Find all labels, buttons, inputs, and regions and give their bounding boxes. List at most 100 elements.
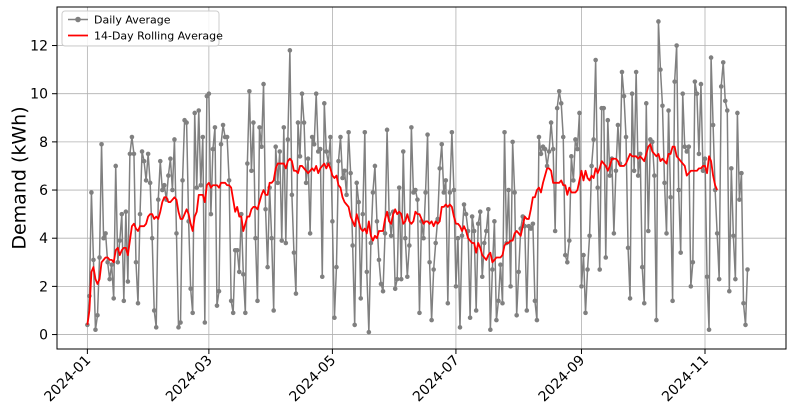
data-point	[664, 231, 669, 236]
data-point	[708, 55, 714, 60]
data-point	[93, 327, 98, 333]
data-point	[263, 207, 268, 212]
data-point	[639, 264, 645, 270]
data-point	[319, 274, 325, 280]
data-point	[273, 144, 279, 149]
data-point	[398, 276, 404, 282]
data-point	[279, 238, 285, 243]
data-point	[502, 129, 507, 135]
data-point	[121, 298, 127, 304]
y-tick-label: 6	[39, 183, 48, 199]
data-point	[143, 178, 149, 183]
data-point	[374, 219, 380, 224]
data-point	[236, 269, 242, 275]
data-point	[704, 274, 710, 280]
data-point	[234, 247, 240, 253]
data-point	[643, 101, 649, 106]
y-tick-label: 10	[30, 87, 48, 103]
data-point	[176, 325, 181, 330]
data-point	[151, 308, 157, 313]
data-point	[378, 281, 384, 287]
data-point	[259, 144, 264, 149]
data-point	[743, 322, 748, 328]
data-point	[607, 173, 613, 178]
data-point	[698, 81, 704, 87]
data-point	[548, 120, 554, 125]
data-point	[451, 187, 457, 193]
data-point	[109, 262, 114, 268]
data-point	[718, 84, 724, 89]
data-point	[603, 255, 609, 260]
data-point	[417, 310, 422, 316]
data-point	[496, 298, 501, 304]
data-point	[621, 93, 627, 99]
data-point	[528, 226, 534, 231]
data-point	[706, 327, 712, 333]
data-point	[172, 137, 177, 142]
data-point	[218, 141, 224, 147]
data-point	[206, 91, 212, 96]
data-point	[133, 260, 139, 265]
data-point	[619, 69, 625, 75]
data-point	[457, 325, 463, 330]
data-point	[160, 187, 165, 193]
data-point	[615, 122, 621, 128]
data-point	[737, 197, 742, 202]
data-point	[696, 151, 702, 157]
data-point	[332, 315, 337, 320]
data-point	[322, 101, 327, 106]
data-point	[646, 228, 651, 234]
data-point	[334, 264, 339, 270]
data-point	[123, 209, 129, 215]
data-point	[362, 129, 368, 135]
data-point	[423, 190, 428, 195]
data-point	[688, 284, 694, 289]
data-point	[194, 185, 200, 190]
data-point	[652, 173, 657, 178]
data-point	[358, 296, 364, 301]
data-point	[125, 279, 131, 284]
data-point	[702, 156, 708, 162]
data-point	[307, 231, 313, 236]
data-point	[524, 308, 530, 313]
data-point	[530, 221, 536, 227]
data-point	[224, 134, 230, 140]
data-point	[562, 252, 568, 258]
data-point	[544, 163, 550, 169]
data-point	[352, 322, 357, 328]
data-point	[591, 137, 596, 142]
data-point	[700, 168, 706, 174]
data-point	[514, 312, 519, 318]
legend-box	[61, 10, 220, 47]
data-point	[155, 197, 161, 202]
data-point	[111, 296, 116, 301]
data-point	[512, 190, 517, 195]
data-point	[113, 163, 119, 169]
data-point	[469, 214, 475, 219]
data-point	[425, 132, 430, 137]
y-tick-label: 2	[39, 279, 48, 295]
data-point	[198, 182, 204, 188]
data-point	[249, 168, 254, 174]
data-point	[571, 178, 576, 183]
data-point	[105, 260, 110, 265]
data-point	[299, 91, 305, 96]
data-point	[85, 322, 90, 328]
data-point	[372, 163, 378, 169]
data-point	[145, 151, 151, 157]
data-point	[508, 284, 513, 289]
data-point	[277, 149, 283, 154]
data-point	[637, 151, 643, 157]
data-point	[200, 134, 206, 140]
data-point	[157, 158, 163, 164]
data-point	[488, 327, 493, 333]
plot-frame	[56, 6, 787, 350]
data-point	[554, 105, 560, 111]
data-point	[583, 310, 588, 316]
data-point	[635, 173, 641, 178]
data-point	[471, 228, 477, 234]
data-point	[674, 43, 679, 48]
data-point	[356, 199, 362, 205]
data-point	[613, 168, 619, 174]
data-point	[575, 146, 580, 152]
